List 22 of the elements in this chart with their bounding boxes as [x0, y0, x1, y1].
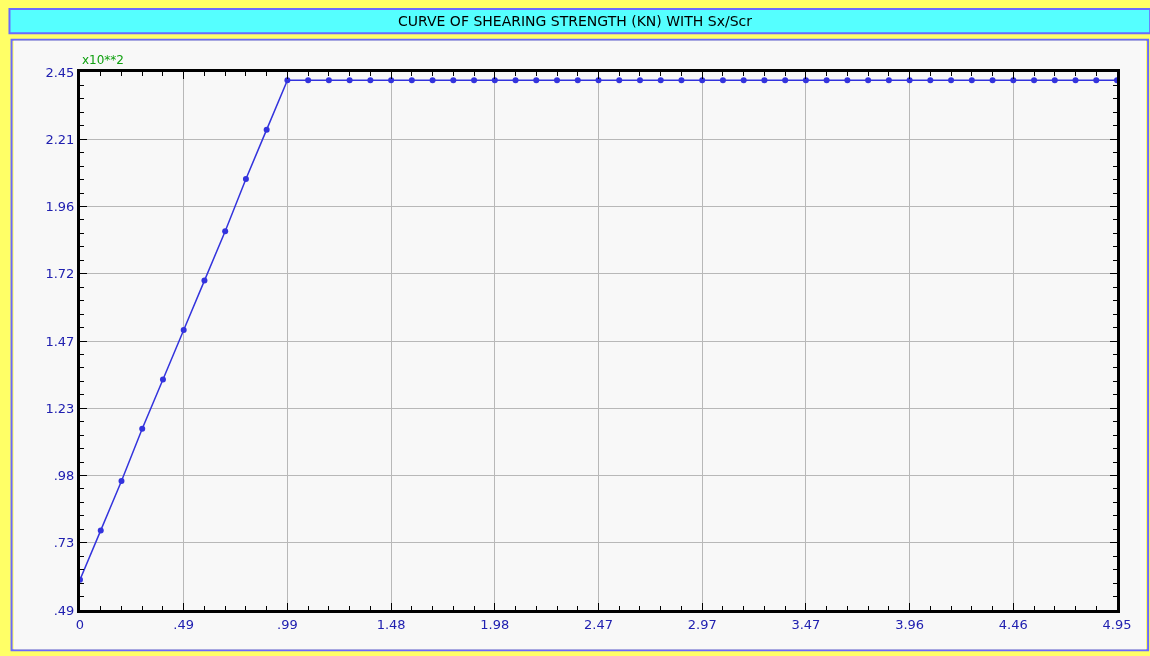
y-tick-label: 1.72 — [45, 266, 75, 282]
x-tick-label: 2.97 — [687, 616, 717, 632]
x-tick-label: 1.98 — [480, 616, 510, 632]
y-tick-label: 2.45 — [45, 64, 75, 80]
y-tick-label: .98 — [53, 468, 75, 484]
x-tick-label: 3.47 — [791, 616, 821, 632]
x-tick-label: 2.47 — [584, 616, 613, 632]
y-tick-label: 2.21 — [45, 131, 75, 147]
chart-title: CURVE OF SHEARING STRENGTH (KN) WITH Sx/Scr — [398, 12, 753, 29]
x-tick-label: .49 — [173, 616, 195, 632]
y-tick-label: 1.96 — [45, 199, 75, 215]
x-tick-label: 4.46 — [998, 616, 1028, 632]
x-tick-label: 3.96 — [895, 616, 925, 632]
y-tick-label: 1.23 — [45, 400, 75, 416]
x-tick-label: 0 — [75, 616, 85, 632]
text: x10**2 — [82, 53, 125, 67]
y-tick-label: .49 — [53, 602, 75, 618]
x-tick-label: 4.95 — [1102, 616, 1132, 632]
x-tick-label: 1.48 — [376, 616, 406, 632]
x-tick-label: .99 — [277, 616, 298, 632]
y-tick-label: 1.47 — [45, 333, 75, 349]
y-tick-label: .73 — [53, 535, 75, 551]
